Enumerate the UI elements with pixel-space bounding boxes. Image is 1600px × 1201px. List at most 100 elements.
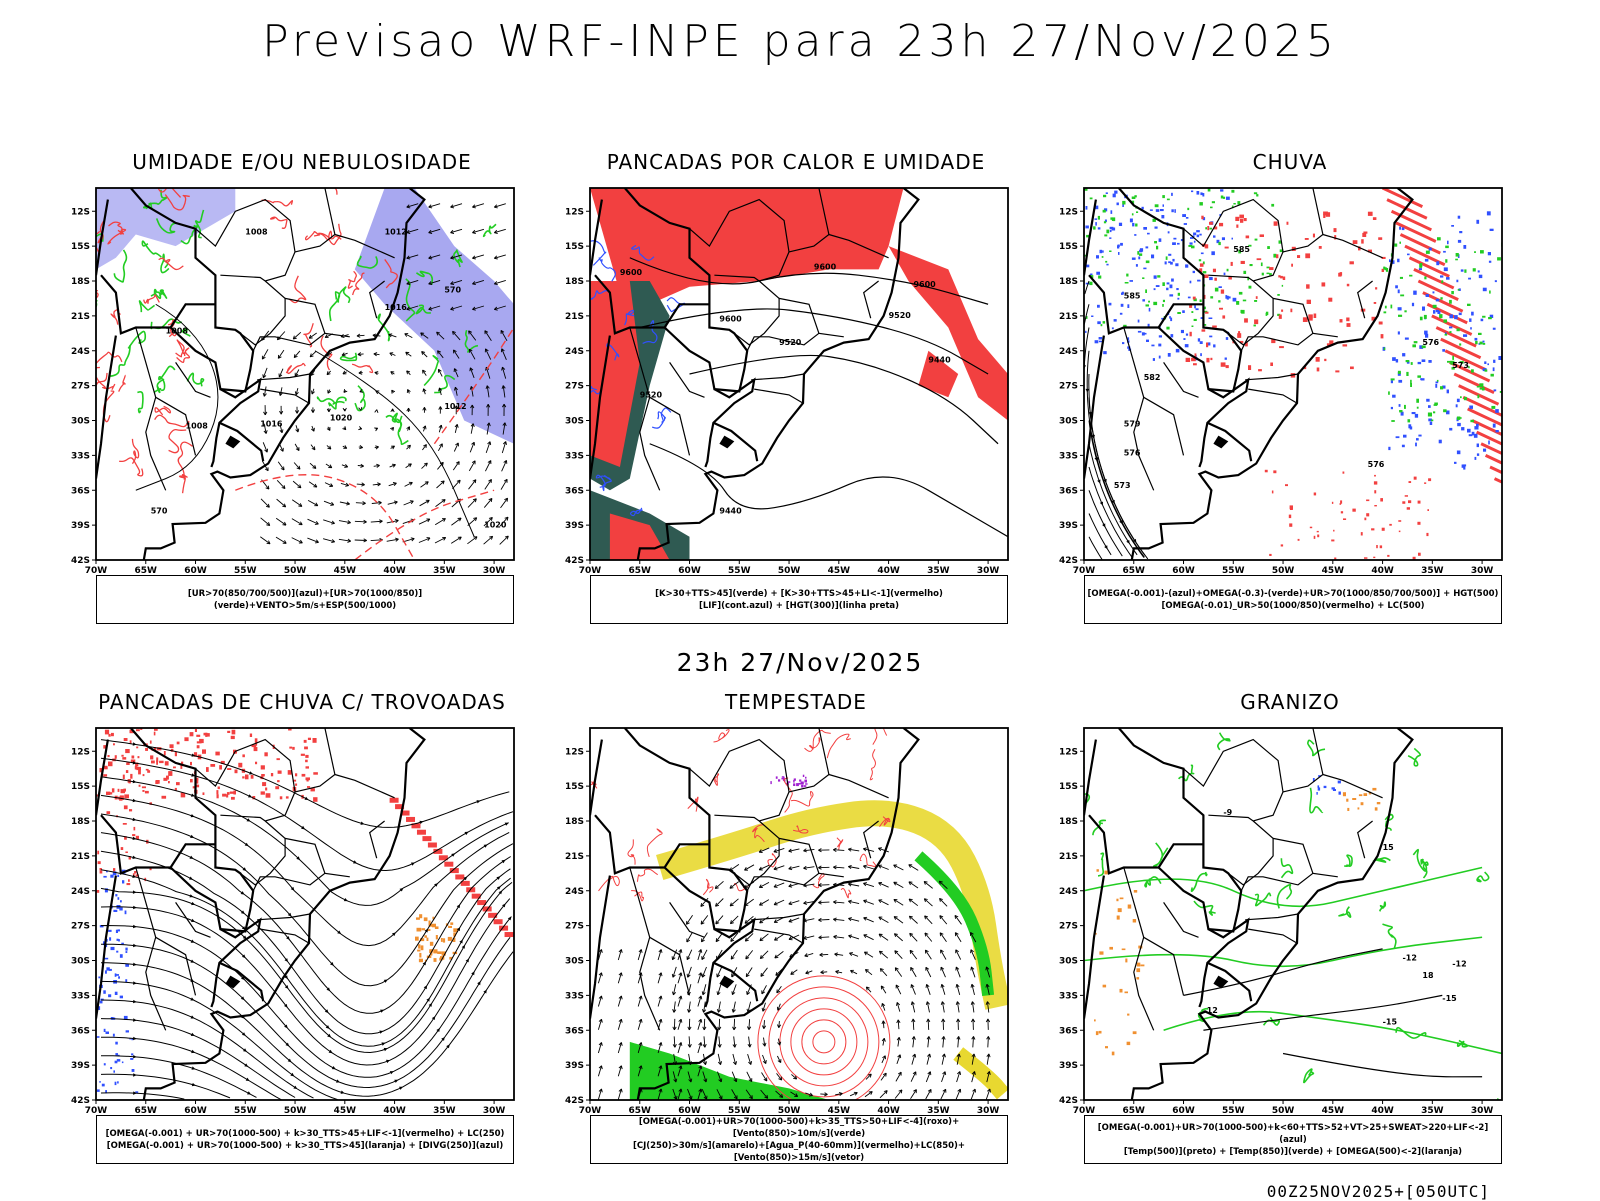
lake-mirim (1213, 436, 1228, 449)
contour-label: 579 (1124, 419, 1141, 428)
country-border (1089, 728, 1203, 873)
panel-legend: [UR>70(850/700/500)](azul)+[UR>70(1000/8… (96, 575, 514, 624)
state-border (1245, 914, 1298, 920)
state-border (864, 821, 879, 858)
state-border (1248, 929, 1297, 943)
legend-line: [LIF](cont.azul) + [HGT(300)](linha pret… (591, 600, 1007, 612)
time-subtitle: 23h 27/Nov/2025 (0, 648, 1600, 677)
lat-tick-label: 21S (71, 852, 90, 862)
lat-tick-label: 21S (71, 312, 90, 322)
state-border (285, 298, 350, 336)
contour-label: 9520 (640, 390, 663, 399)
legend-line: [OMEGA(-0.001)-(azul)+OMEGA(-0.3)-(verde… (1085, 588, 1501, 600)
lat-tick-label: 12S (71, 207, 90, 217)
state-border (253, 333, 325, 351)
lat-tick-label: 15S (1059, 782, 1078, 792)
map-field (96, 728, 513, 1100)
country-border (713, 423, 757, 461)
lat-tick-label: 42S (565, 1096, 584, 1106)
contour-label: 576 (1124, 448, 1141, 457)
plot-frame (1084, 728, 1502, 1100)
state-border (240, 821, 285, 885)
state-border (734, 281, 779, 345)
lat-tick-label: 39S (565, 1061, 584, 1071)
contour-label: 9440 (928, 355, 951, 364)
lat-tick-label: 24S (565, 347, 584, 357)
state-border (1228, 821, 1273, 885)
map-field (588, 188, 1008, 560)
contour-label: 1012 (385, 228, 407, 237)
contour-label: 585 (1233, 245, 1250, 254)
contour-label: 1016 (385, 303, 408, 312)
lat-tick-label: 24S (1059, 347, 1078, 357)
contour-label: 1016 (260, 419, 283, 428)
state-border (1241, 333, 1313, 351)
panel-legend: [OMEGA(-0.001) + UR>70(1000-500) + k>30_… (96, 1115, 514, 1164)
state-border (335, 775, 395, 798)
lake-mirim (225, 976, 240, 989)
lat-tick-label: 21S (565, 312, 584, 322)
state-border (864, 281, 879, 318)
panel-title: PANCADAS DE CHUVA C/ TROVOADAS (60, 690, 544, 714)
run-footer: 00Z25NOV2025+[050UTC] (1267, 1182, 1490, 1201)
lat-tick-label: 27S (71, 922, 90, 932)
lat-tick-label: 39S (565, 521, 584, 531)
lat-tick-label: 12S (1059, 747, 1078, 757)
state-border (370, 821, 385, 858)
contour-label: 9440 (719, 507, 742, 516)
lat-tick-label: 33S (1059, 451, 1078, 461)
contour-label: -12 (1203, 1006, 1217, 1015)
legend-line: [OMEGA(-0.001)+UR>70(1000-500)+k>35_TTS>… (591, 1116, 1007, 1140)
state-border (779, 838, 844, 876)
lake-mirim (225, 436, 240, 449)
lat-tick-label: 27S (1059, 382, 1078, 392)
state-border (1323, 775, 1383, 798)
map-geography (1084, 188, 1412, 560)
state-border (670, 362, 705, 397)
lat-tick-label: 12S (1059, 207, 1078, 217)
state-border (1358, 821, 1373, 858)
state-border (1283, 728, 1323, 792)
contour-label: 573 (1114, 481, 1131, 490)
state-border (1164, 362, 1199, 397)
contour-label: 15 (1383, 843, 1395, 852)
state-border (670, 902, 705, 937)
lat-tick-label: 18S (71, 817, 90, 827)
contour-label: -9 (1223, 808, 1232, 817)
lat-tick-label: 21S (1059, 312, 1078, 322)
legend-line: [OMEGA(-0.01)_UR>50(1000/850)(vermelho) … (1085, 600, 1501, 612)
lat-tick-label: 30S (71, 417, 90, 427)
country-border (211, 920, 260, 1007)
contour-label: -12 (1452, 959, 1466, 968)
state-border (1184, 740, 1284, 821)
contour-label: 9600 (719, 315, 742, 324)
lat-tick-label: 36S (1059, 486, 1078, 496)
state-border (751, 374, 804, 380)
panel-legend: [OMEGA(-0.001)-(azul)+OMEGA(-0.3)-(verde… (1084, 575, 1502, 624)
contour-label: 576 (1368, 460, 1385, 469)
country-border (705, 380, 754, 467)
state-border (690, 740, 790, 821)
contour-label: 9600 (814, 262, 837, 271)
contour-label: 1020 (330, 414, 353, 423)
legend-line: [K>30+TTS>45](verde) + [K>30+TTS>45+LI<-… (591, 588, 1007, 600)
state-border (285, 838, 350, 876)
panel-title: CHUVA (1048, 150, 1532, 174)
lat-tick-label: 30S (565, 957, 584, 967)
lat-tick-label: 33S (565, 451, 584, 461)
country-border (219, 963, 263, 1001)
lat-tick-label: 42S (71, 1096, 90, 1106)
state-border (1248, 389, 1297, 403)
panel-legend: [K>30+TTS>45](verde) + [K>30+TTS>45+LI<-… (590, 575, 1008, 624)
country-border (590, 740, 602, 816)
lat-tick-label: 18S (1059, 817, 1078, 827)
country-border (713, 963, 757, 1001)
contour-label: 1008 (186, 422, 209, 431)
lake-mirim (719, 976, 734, 989)
lat-tick-label: 27S (71, 382, 90, 392)
lat-tick-label: 18S (1059, 277, 1078, 287)
